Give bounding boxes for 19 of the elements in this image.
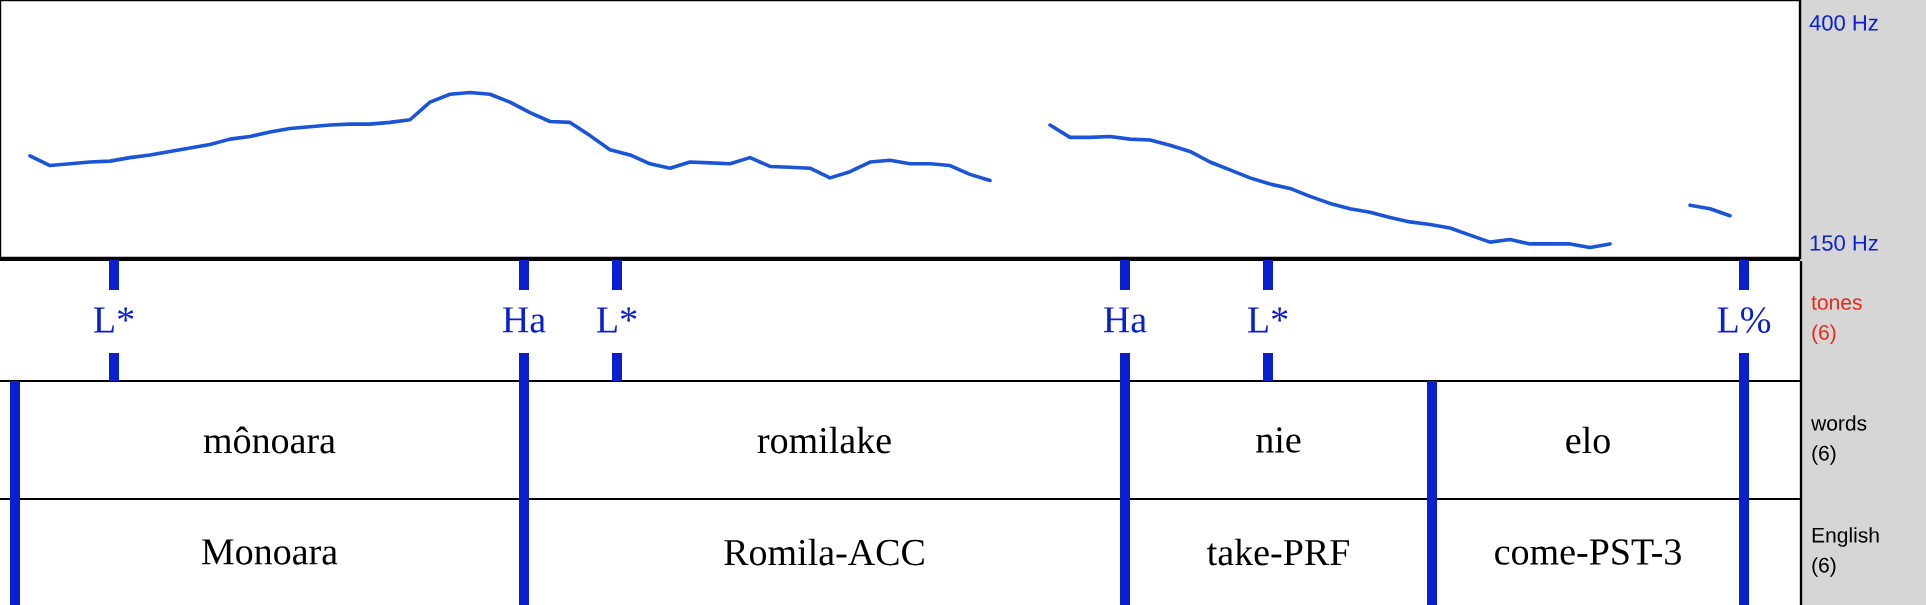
text: English (6) (1812, 527, 1879, 577)
text: Monoara (202, 539, 338, 565)
text: L* (94, 307, 134, 333)
text: tones (6) (1811, 296, 1862, 344)
text: mônoara (203, 426, 336, 454)
text: L* (597, 307, 637, 333)
text: come-PST-3 (1495, 539, 1681, 565)
text: elo (1566, 426, 1610, 454)
y-tick-label: 150 Hz (1810, 235, 1878, 251)
text: nie (1256, 427, 1301, 453)
text: Ha (1103, 307, 1147, 333)
text: take-PRF (1207, 538, 1349, 566)
text: Romila-ACC (724, 538, 924, 566)
text: words (6) (1811, 415, 1867, 465)
text: romilake (757, 426, 891, 454)
text: L* (1248, 307, 1288, 333)
text: Ha (502, 307, 546, 333)
y-tick-label: 400 Hz (1809, 15, 1878, 31)
text: L% (1717, 307, 1771, 333)
